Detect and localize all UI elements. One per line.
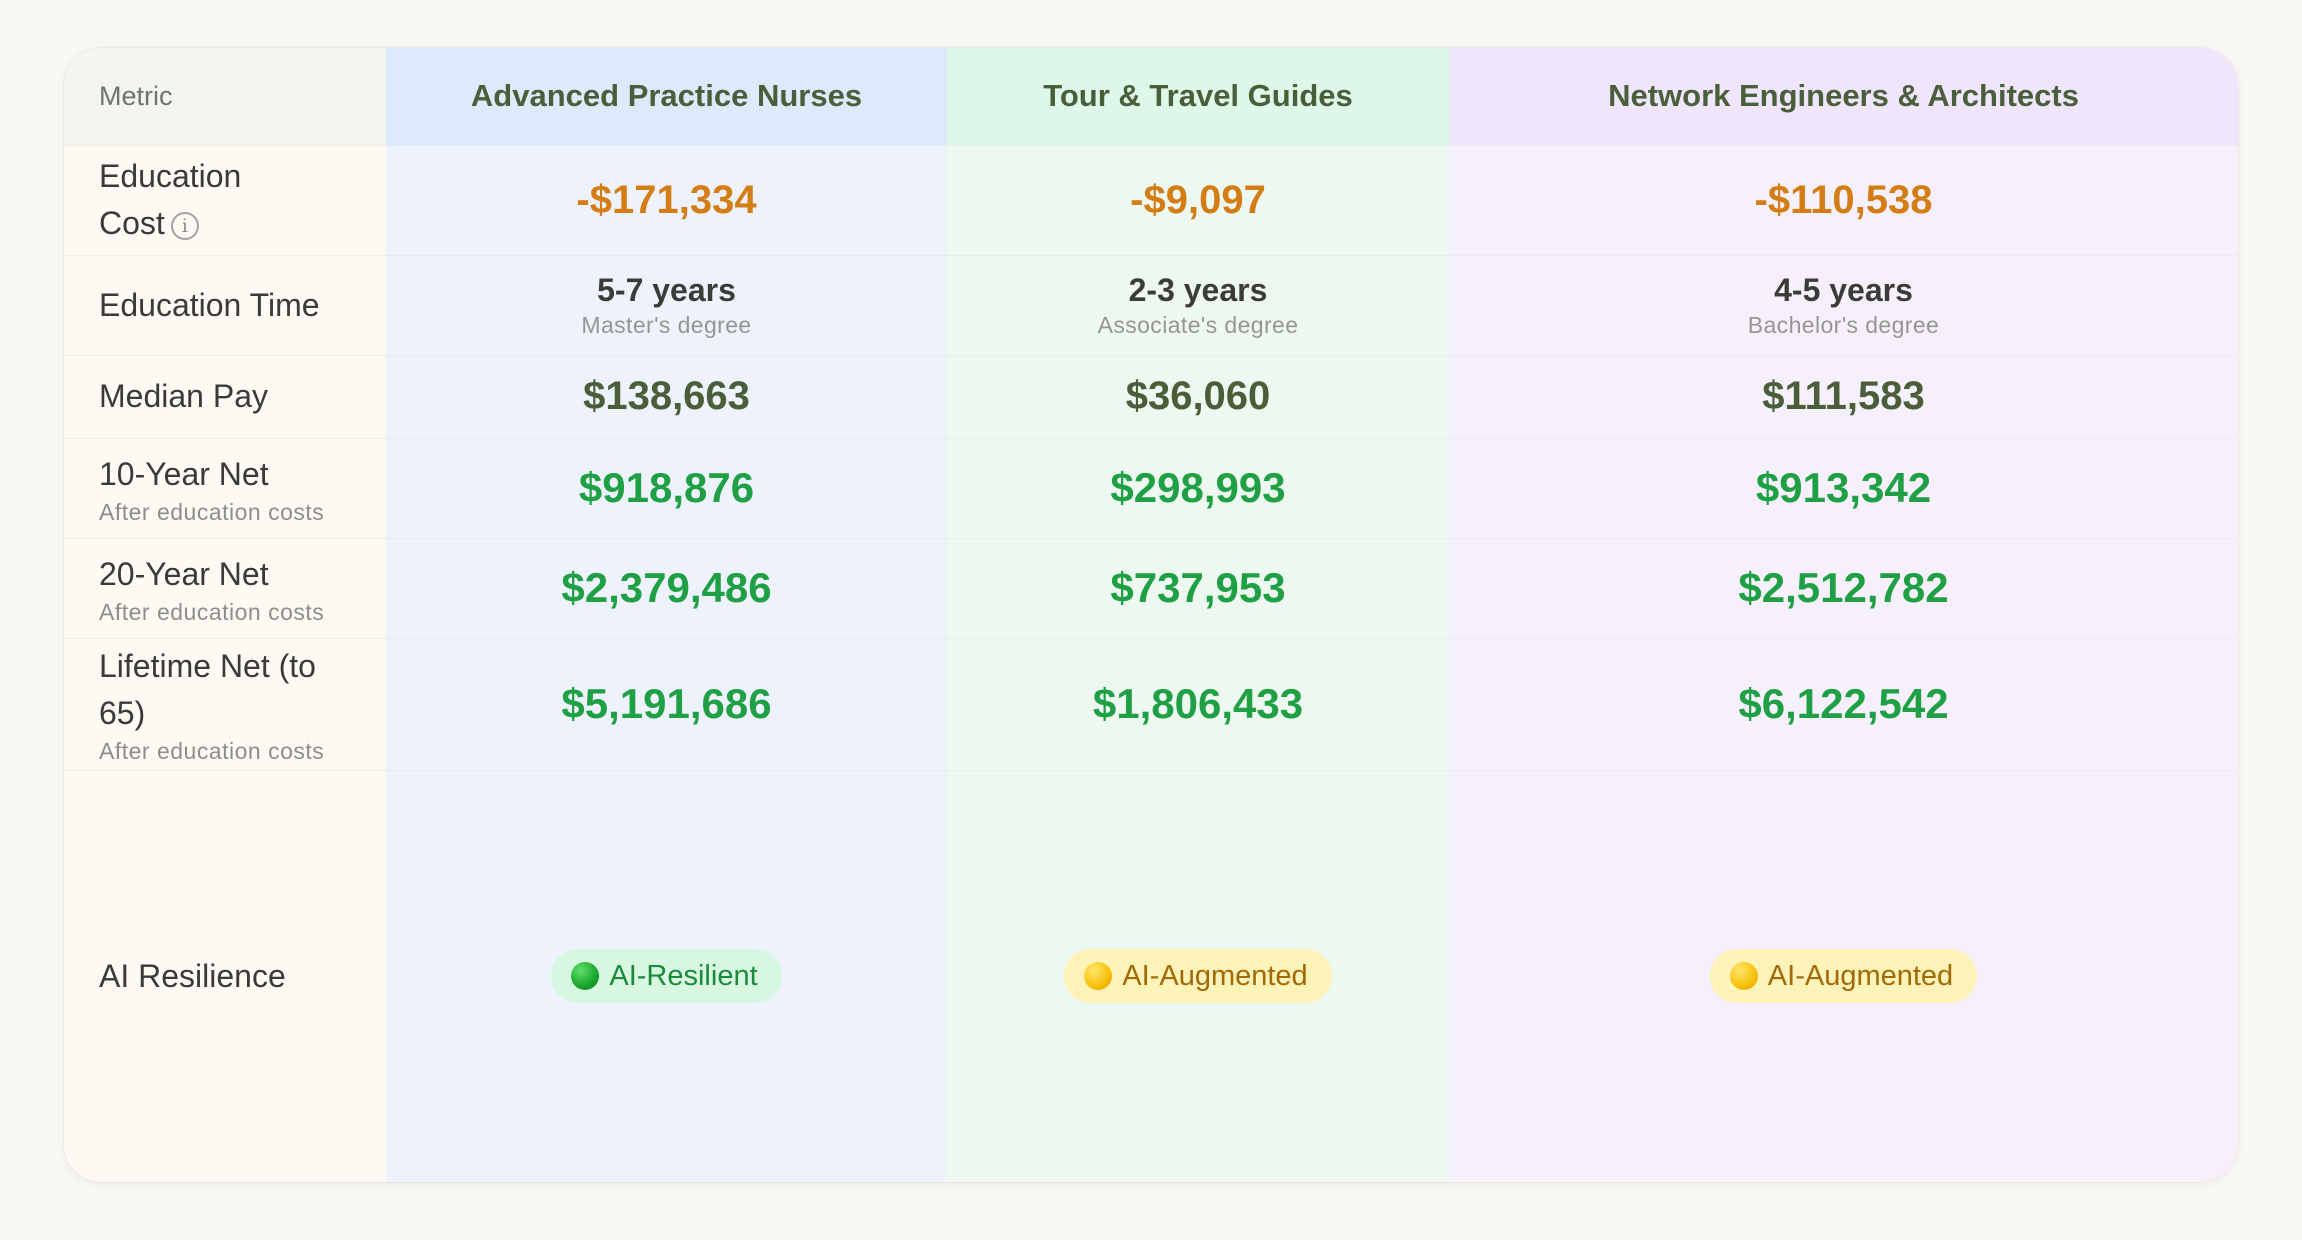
row-education-cost: Education Cost i -$171,334 -$9,097 -$110,… [64, 144, 2238, 255]
twenty-year-net-value: $2,512,782 [1738, 564, 1949, 611]
row-10-year-net: 10-Year Net After education costs $918,8… [64, 437, 2238, 538]
metric-label-ai-resilience: AI Resilience [64, 769, 386, 1182]
twenty-year-net-value: $737,953 [1110, 564, 1286, 611]
row-education-time: Education Time 5-7 years Master's degree … [64, 254, 2238, 355]
ai-resilience-badge: AI-Augmented [1064, 949, 1332, 1004]
metric-label-education-time: Education Time [64, 254, 386, 355]
lifetime-net-value: $5,191,686 [561, 680, 772, 727]
after-education-costs-note: After education costs [99, 598, 325, 625]
metric-label-education-cost: Education Cost i [64, 144, 386, 255]
education-cost-label-line2: Cost [99, 205, 165, 241]
yellow-circle-icon [1729, 962, 1758, 991]
twenty-year-net-value: $2,379,486 [561, 564, 772, 611]
ten-year-net-value: $298,993 [1110, 464, 1286, 511]
yellow-circle-icon [1084, 962, 1113, 991]
ai-resilience-badge-label: AI-Resilient [609, 960, 758, 993]
twenty-year-net-label: 20-Year Net [99, 555, 269, 592]
education-years: 5-7 years [597, 272, 736, 308]
median-pay-value: $138,663 [583, 374, 750, 418]
ai-resilience-badge: AI-Resilient [551, 949, 782, 1004]
row-lifetime-net: Lifetime Net (to 65) After education cos… [64, 637, 2238, 770]
after-education-costs-note: After education costs [99, 498, 325, 525]
lifetime-net-label-line1: Lifetime Net (to [99, 648, 316, 684]
degree-type: Associate's degree [1097, 312, 1299, 338]
comparison-table: Metric Advanced Practice Nurses Tour & T… [64, 48, 2238, 1182]
column-header-network-engineers[interactable]: Network Engineers & Architects [1449, 48, 2238, 145]
degree-type: Master's degree [581, 312, 752, 338]
education-years: 4-5 years [1774, 272, 1913, 308]
median-pay-value: $36,060 [1125, 374, 1271, 418]
header-row: Metric Advanced Practice Nurses Tour & T… [64, 48, 2238, 145]
column-header-advanced-practice-nurses[interactable]: Advanced Practice Nurses [386, 48, 947, 145]
metric-label-20-year-net: 20-Year Net After education costs [64, 537, 386, 638]
ten-year-net-value: $913,342 [1755, 464, 1932, 511]
ten-year-net-label: 10-Year Net [99, 455, 269, 492]
ai-resilience-badge: AI-Augmented [1709, 949, 1978, 1004]
info-icon[interactable]: i [170, 211, 199, 240]
column-header-tour-travel-guides[interactable]: Tour & Travel Guides [947, 48, 1449, 145]
metric-column-header: Metric [64, 48, 386, 145]
ten-year-net-value: $918,876 [578, 464, 755, 511]
lifetime-net-value: $1,806,433 [1092, 680, 1304, 727]
row-ai-resilience: AI Resilience AI-Resilient AI-Augmented [64, 769, 2238, 1182]
ai-resilience-badge-label: AI-Augmented [1122, 960, 1308, 993]
metric-label-median-pay: Median Pay [64, 354, 386, 438]
green-circle-icon [571, 962, 600, 991]
comparison-table-card: Metric Advanced Practice Nurses Tour & T… [64, 48, 2238, 1182]
metric-label-lifetime-net: Lifetime Net (to 65) After education cos… [64, 637, 386, 770]
education-cost-value: -$9,097 [1130, 177, 1266, 222]
degree-type: Bachelor's degree [1747, 312, 1940, 338]
ai-resilience-badge-label: AI-Augmented [1767, 960, 1954, 993]
after-education-costs-note: After education costs [99, 738, 325, 764]
lifetime-net-value: $6,122,542 [1738, 680, 1949, 727]
education-cost-value: -$110,538 [1754, 177, 1933, 222]
row-20-year-net: 20-Year Net After education costs $2,379… [64, 537, 2238, 638]
lifetime-net-label-line2: 65) [99, 695, 146, 731]
education-cost-label-line1: Education [99, 158, 242, 194]
median-pay-value: $111,583 [1762, 374, 1925, 418]
row-median-pay: Median Pay $138,663 $36,060 $111,583 [64, 354, 2238, 438]
education-years: 2-3 years [1128, 272, 1268, 308]
metric-label-10-year-net: 10-Year Net After education costs [64, 437, 386, 538]
education-cost-value: -$171,334 [576, 177, 757, 222]
